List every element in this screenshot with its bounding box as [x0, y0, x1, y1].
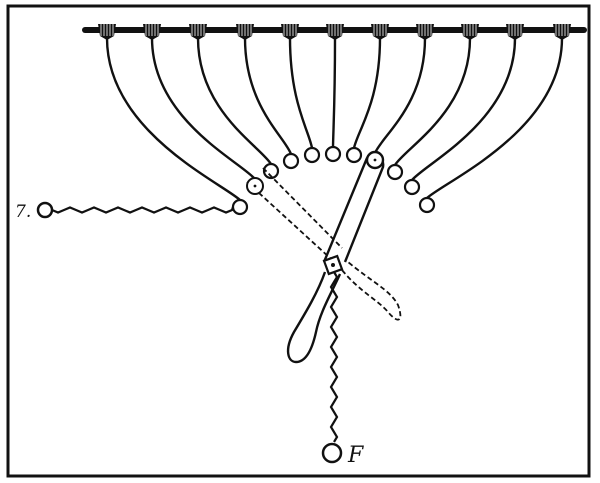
contact-studs	[231, 145, 436, 216]
resistance-wire	[393, 37, 472, 166]
bus-clamp	[143, 24, 161, 40]
contact-stud	[418, 196, 436, 214]
bus-bar	[82, 24, 587, 40]
left-terminal-label: 7.	[15, 202, 31, 222]
resistance-wire	[196, 37, 273, 165]
resistance-wire	[426, 37, 564, 199]
contact-stud	[231, 198, 249, 216]
diagram-frame	[6, 4, 591, 478]
bus-clamp	[371, 24, 389, 40]
contact-stud	[345, 146, 363, 164]
resistance-wire	[150, 37, 256, 180]
bus-clamp	[461, 24, 479, 40]
resistance-wire	[373, 37, 427, 154]
bus-clamp	[281, 24, 299, 40]
bus-clamp	[236, 24, 254, 40]
contact-stud	[262, 162, 280, 180]
switch-arm-alternate-position	[246, 167, 402, 321]
resistance-wire	[331, 37, 337, 148]
contact-stud	[386, 163, 404, 181]
resistance-wire	[411, 37, 517, 181]
resistance-wire	[288, 37, 314, 149]
bottom-terminal: F	[321, 271, 364, 468]
left-terminal: 7.	[15, 201, 235, 222]
bus-clamp	[553, 24, 571, 40]
contact-stud	[282, 152, 300, 170]
contact-stud	[324, 145, 342, 163]
resistance-wire	[243, 37, 293, 155]
contact-stud	[403, 178, 421, 196]
bus-clamp	[326, 24, 344, 40]
bus-clamp	[189, 24, 207, 40]
resistance-wires	[105, 37, 564, 201]
resistance-wire	[352, 37, 382, 149]
resistance-wire	[105, 37, 241, 201]
bottom-terminal-label: F	[347, 443, 364, 468]
contact-stud	[303, 146, 321, 164]
bus-clamp	[416, 24, 434, 40]
bus-clamp	[98, 24, 116, 40]
switch-arm	[286, 150, 385, 364]
bus-clamp	[506, 24, 524, 40]
